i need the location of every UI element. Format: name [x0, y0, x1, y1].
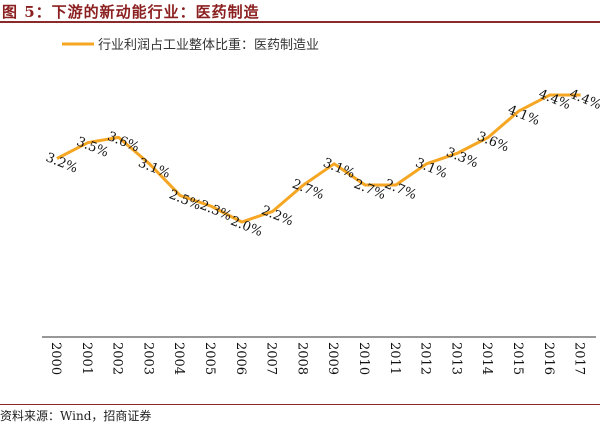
x-tick-label: 2003 [140, 342, 155, 375]
x-tick-label: 2010 [356, 342, 371, 375]
x-tick-label: 2006 [233, 342, 248, 375]
legend-label: 行业利润占工业整体比重：医药制造业 [98, 37, 319, 53]
x-tick-label: 2011 [387, 342, 402, 375]
series-line [56, 93, 581, 224]
x-tick-label: 2012 [418, 342, 433, 375]
x-tick-label: 2017 [572, 342, 587, 375]
data-label: 3.1% [413, 156, 449, 182]
x-tick-label: 2013 [448, 342, 463, 375]
title-divider [0, 21, 600, 23]
x-tick-label: 2007 [264, 342, 279, 375]
data-label: 3.1% [321, 156, 357, 182]
data-label: 2.3% [198, 198, 234, 224]
data-label: 3.1% [136, 156, 172, 182]
x-tick-label: 2004 [171, 342, 186, 375]
x-tick-label: 2009 [325, 342, 340, 375]
x-tick-label: 2001 [79, 342, 94, 375]
source-note: 资料来源：Wind，招商证券 [0, 409, 152, 423]
x-tick-label: 2000 [48, 342, 63, 375]
x-tick-label: 2005 [202, 342, 217, 375]
data-label: 2.0% [228, 214, 264, 240]
data-label: 3.6% [105, 129, 141, 155]
source-divider [0, 404, 600, 405]
data-label: 4.1% [506, 103, 542, 129]
x-tick-label: 2015 [510, 342, 525, 375]
x-tick-label: 2008 [294, 342, 309, 375]
data-label: 4.4% [567, 87, 600, 113]
x-tick-label: 2002 [110, 342, 125, 375]
x-tick-label: 2016 [541, 342, 556, 375]
chart-title: 图 5：下游的新动能行业：医药制造 [2, 3, 260, 21]
data-label: 3.2% [44, 150, 80, 176]
x-tick-label: 2014 [479, 342, 494, 375]
